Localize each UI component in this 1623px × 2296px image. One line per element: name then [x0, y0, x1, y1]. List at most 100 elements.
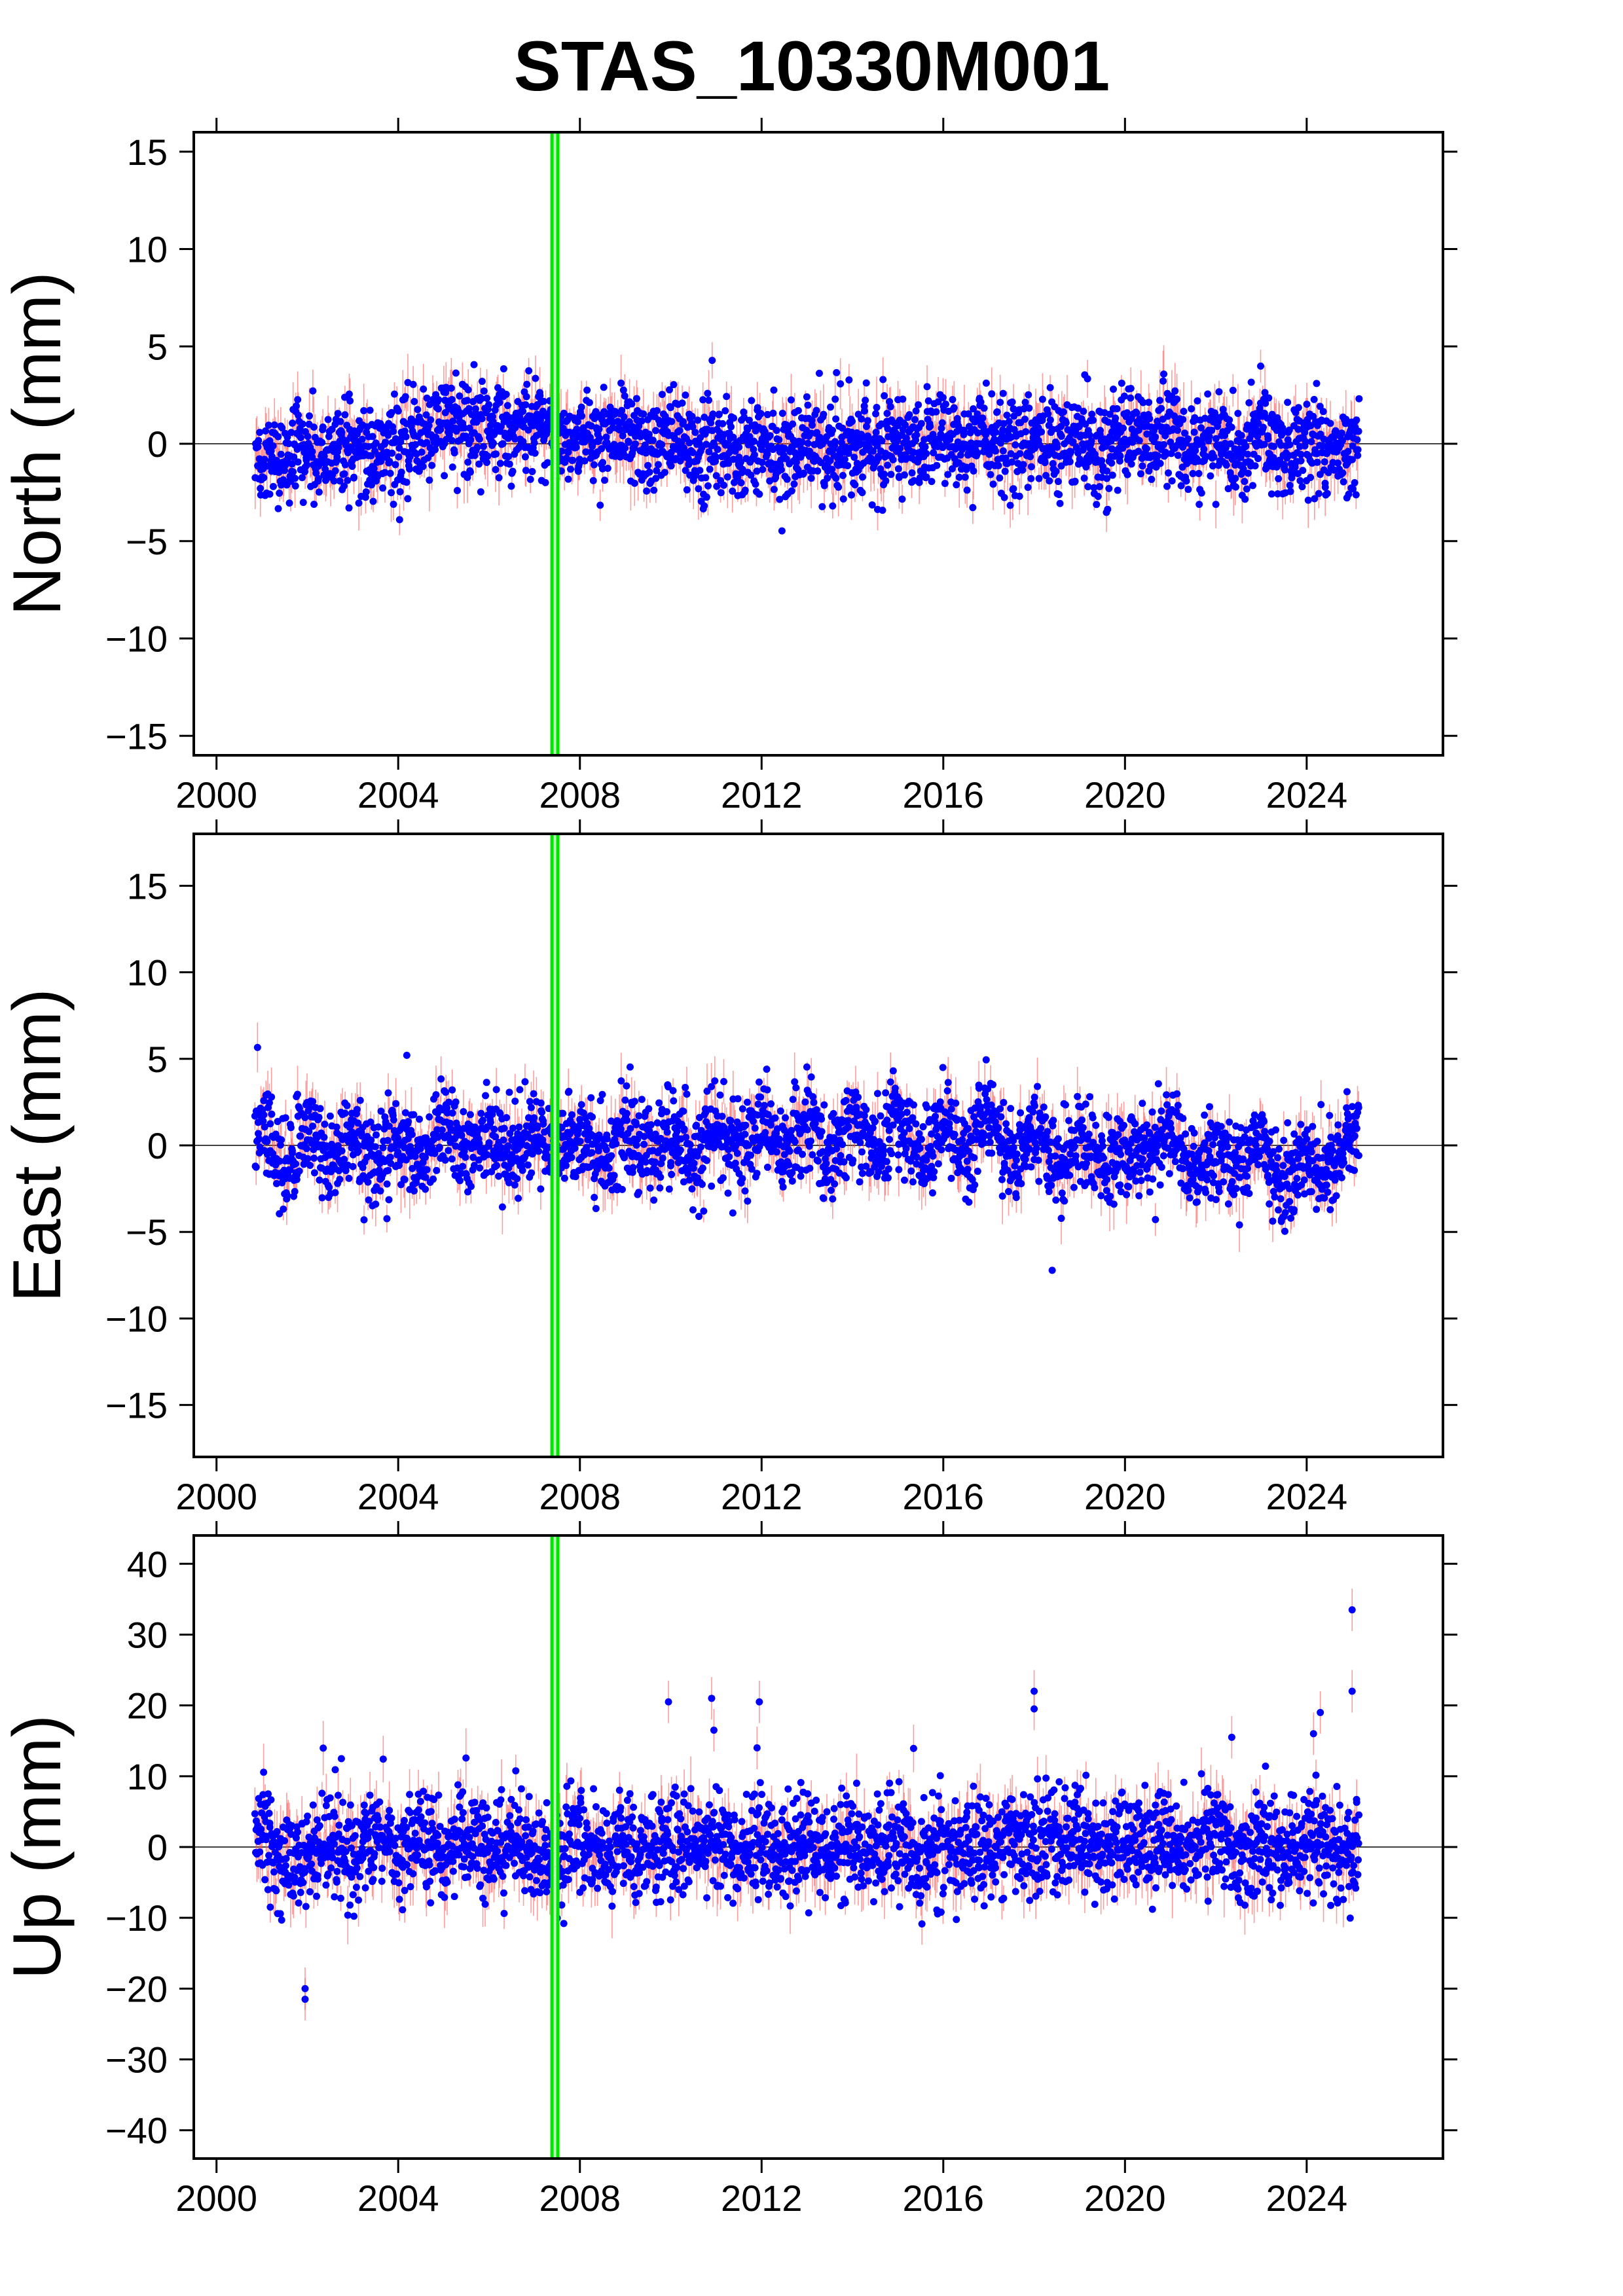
data-point — [848, 418, 856, 425]
data-point — [533, 410, 541, 418]
data-point — [1309, 412, 1317, 420]
data-point — [712, 472, 720, 480]
data-point — [928, 478, 936, 486]
data-point — [1152, 433, 1159, 441]
data-point — [734, 473, 742, 481]
data-point — [934, 398, 942, 406]
data-point — [922, 450, 930, 457]
data-point — [358, 435, 366, 443]
data-point — [645, 430, 653, 438]
data-point — [799, 469, 807, 477]
data-point — [923, 383, 931, 391]
data-point — [1326, 420, 1334, 427]
data-point — [310, 501, 318, 509]
data-point — [1215, 388, 1223, 396]
data-point — [1006, 501, 1014, 509]
data-point — [1133, 409, 1140, 417]
data-point — [839, 472, 847, 480]
data-point — [982, 379, 990, 387]
data-point — [924, 397, 932, 405]
data-point — [577, 403, 585, 411]
data-point — [661, 469, 668, 476]
data-point — [1286, 441, 1294, 449]
data-point — [783, 475, 791, 483]
data-point — [941, 480, 949, 488]
data-point — [882, 477, 890, 485]
data-point — [820, 410, 828, 418]
data-point — [1245, 399, 1253, 406]
panel-east: 2000 2004 2008 2012 2016 2020 2024−15−10−50510… — [0, 819, 1457, 1517]
data-point — [449, 417, 457, 425]
data-point — [625, 439, 632, 446]
data-point — [1320, 435, 1328, 443]
data-point — [750, 437, 758, 445]
data-point — [496, 399, 503, 406]
data-point — [740, 408, 748, 416]
data-point — [826, 457, 834, 465]
y-tick-label: −15 — [105, 715, 168, 757]
data-point — [894, 422, 902, 430]
data-point — [988, 390, 996, 398]
data-point — [1038, 395, 1046, 403]
data-point — [509, 467, 517, 475]
data-point — [649, 437, 657, 444]
data-point — [519, 407, 527, 415]
data-point — [473, 418, 481, 426]
data-point — [355, 499, 363, 507]
data-point — [1035, 475, 1043, 482]
data-point — [701, 502, 708, 510]
x-tick-label: 2024 — [1266, 774, 1348, 816]
data-point — [962, 465, 970, 473]
data-point — [1241, 478, 1249, 486]
data-point — [1090, 484, 1098, 492]
data-point — [488, 412, 496, 420]
data-point — [752, 480, 759, 488]
data-point — [1294, 404, 1302, 412]
data-point — [266, 490, 274, 498]
data-point — [1103, 467, 1111, 475]
data-point — [1087, 437, 1095, 445]
data-point — [1177, 482, 1185, 490]
data-point — [794, 406, 802, 414]
data-point — [1275, 475, 1283, 482]
data-point — [1000, 420, 1008, 427]
data-point — [950, 404, 958, 412]
data-point — [725, 459, 733, 467]
data-point — [522, 401, 530, 408]
data-point — [403, 478, 410, 486]
data-point — [1089, 416, 1097, 424]
north-axis-label: North (mm) — [0, 272, 75, 616]
data-point — [1307, 438, 1315, 446]
data-point — [1249, 482, 1256, 490]
data-point — [1098, 457, 1106, 465]
data-point — [620, 413, 628, 421]
data-point — [970, 467, 977, 475]
data-point — [303, 461, 311, 469]
data-point — [894, 465, 902, 473]
data-point — [729, 487, 737, 495]
data-point — [828, 465, 836, 473]
data-point — [262, 427, 270, 435]
data-point — [993, 408, 1001, 416]
data-point — [1195, 501, 1203, 509]
data-point — [1120, 424, 1127, 432]
data-point — [650, 486, 658, 494]
y-tick-label: 5 — [147, 326, 168, 367]
y-tick-label: 15 — [127, 132, 168, 173]
data-point — [957, 451, 964, 459]
data-point — [1163, 482, 1171, 490]
data-point — [1200, 445, 1208, 453]
data-point — [1171, 387, 1179, 395]
data-point — [1210, 453, 1218, 461]
data-point — [1024, 484, 1032, 492]
data-point — [392, 461, 399, 469]
data-point — [448, 463, 456, 471]
data-point — [395, 516, 403, 524]
data-point — [1297, 450, 1305, 458]
data-point — [653, 467, 661, 475]
data-point — [1307, 422, 1315, 429]
data-point — [1264, 435, 1272, 443]
data-point — [1008, 458, 1016, 466]
data-point — [775, 436, 783, 444]
data-point — [1279, 430, 1286, 438]
